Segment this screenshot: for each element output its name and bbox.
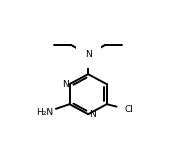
Text: N: N [85,50,92,59]
Text: N: N [89,110,96,119]
Text: Cl: Cl [124,105,133,114]
Text: H₂N: H₂N [36,108,53,117]
Text: N: N [62,80,69,89]
